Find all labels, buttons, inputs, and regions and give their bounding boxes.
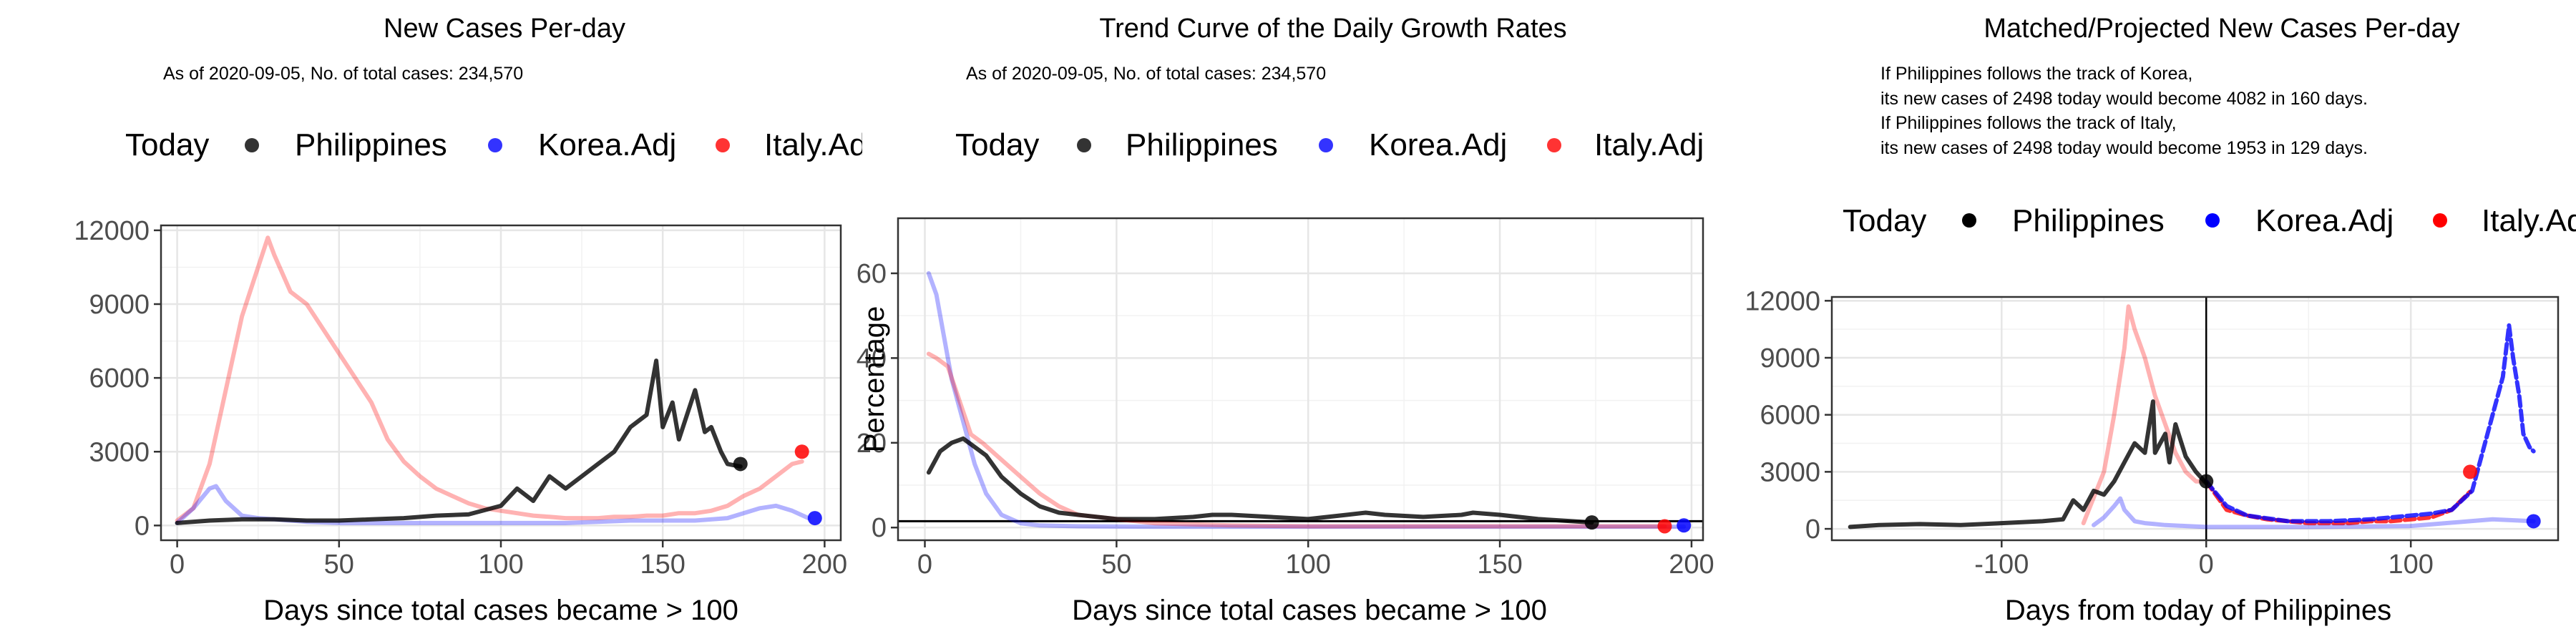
chart1-legend: Today Philippines Korea.Adj Italy.Adj xyxy=(125,127,874,162)
x-tick-label: 50 xyxy=(324,550,354,580)
panel-new-cases: New Cases Per-day As of 2020-09-05, No. … xyxy=(74,14,874,626)
panel-growth-rates: Trend Curve of the Daily Growth Rates As… xyxy=(857,14,1714,626)
legend-label-italy: Italy.Adj xyxy=(1594,127,1704,162)
legend-label-philippines: Philippines xyxy=(295,127,447,162)
chart3-axes: -100 0 100 0 3000 6000 9000 12000 xyxy=(1745,286,2434,580)
chart3-plot-bg xyxy=(1832,297,2558,540)
y-tick-label: 6000 xyxy=(89,364,150,394)
today-point-italy-adj xyxy=(2463,464,2478,479)
chart1-xlabel: Days since total cases became > 100 xyxy=(263,595,738,626)
legend-key-italy xyxy=(1547,138,1561,152)
today-point-philippines xyxy=(733,457,748,472)
chart2-plot-bg xyxy=(898,218,1703,540)
x-tick-label: 150 xyxy=(640,550,685,580)
legend-label-philippines: Philippines xyxy=(1126,127,1278,162)
annotation-line: If Philippines follows the track of Kore… xyxy=(1880,64,2192,84)
legend-key-italy xyxy=(2433,213,2447,228)
legend-label-italy: Italy.Adj xyxy=(764,127,874,162)
chart2-series xyxy=(898,271,1703,534)
chart2-subtitle: As of 2020-09-05, No. of total cases: 23… xyxy=(966,64,1326,84)
y-tick-label: 9000 xyxy=(1760,343,1820,374)
y-tick-label: 9000 xyxy=(89,290,150,320)
legend-title: Today xyxy=(1843,203,1926,238)
today-point-korea-adj xyxy=(807,511,822,526)
annotation-line: its new cases of 2498 today would become… xyxy=(1880,89,2368,109)
legend-key-korea xyxy=(1319,138,1333,152)
today-point-italy-adj xyxy=(1657,519,1672,534)
today-point-philippines xyxy=(2199,474,2214,489)
annotation-line: its new cases of 2498 today would become… xyxy=(1880,138,2368,158)
y-tick-label: 3000 xyxy=(1760,457,1820,487)
legend-label-italy: Italy.Adj xyxy=(2482,203,2576,238)
today-point-italy-adj xyxy=(794,444,809,459)
chart3-xlabel: Days from today of Philippines xyxy=(2005,595,2391,626)
chart3-title: Matched/Projected New Cases Per-day xyxy=(1984,14,2459,44)
legend-key-philippines xyxy=(1077,138,1091,152)
legend-key-italy xyxy=(716,138,730,152)
y-tick-label: 40 xyxy=(857,343,887,374)
series-line-korea-adj xyxy=(175,484,811,525)
x-tick-label: 50 xyxy=(1101,550,1131,580)
x-tick-label: 200 xyxy=(1669,550,1714,580)
chart2-grid xyxy=(898,218,1703,540)
y-tick-label: 20 xyxy=(857,429,887,459)
legend-label-korea: Korea.Adj xyxy=(538,127,676,162)
series-line-korea-adj xyxy=(2092,496,2536,530)
legend-label-korea: Korea.Adj xyxy=(2255,203,2394,238)
chart2-title: Trend Curve of the Daily Growth Rates xyxy=(1099,14,1566,44)
chart3-series xyxy=(1848,297,2541,540)
x-tick-label: 100 xyxy=(478,550,523,580)
y-tick-label: 60 xyxy=(857,259,887,289)
series-line-philippines xyxy=(926,436,1594,525)
x-tick-label: 0 xyxy=(2199,550,2214,580)
y-tick-label: 12000 xyxy=(74,216,150,246)
chart1-series xyxy=(175,235,822,526)
y-tick-label: 3000 xyxy=(89,437,150,467)
chart2-ylabel: Percentage xyxy=(859,306,890,453)
y-tick-label: 0 xyxy=(1805,514,1820,545)
today-point-philippines xyxy=(1584,515,1599,530)
series-line-korea-adj xyxy=(2204,323,2536,524)
y-tick-label: 12000 xyxy=(1745,286,1820,316)
chart3-frame xyxy=(1830,296,2560,542)
chart1-axes: 0 50 100 150 200 0 3000 6000 9000 12000 xyxy=(74,216,847,580)
chart1-grid xyxy=(161,225,841,540)
x-tick-label: -100 xyxy=(1974,550,2029,580)
x-tick-label: 150 xyxy=(1477,550,1522,580)
y-tick-label: 0 xyxy=(135,511,150,541)
legend-key-philippines xyxy=(245,138,259,152)
chart2-frame xyxy=(897,217,1704,542)
annotation-line: If Philippines follows the track of Ital… xyxy=(1880,113,2177,133)
legend-key-korea xyxy=(488,138,502,152)
x-tick-label: 100 xyxy=(2388,550,2433,580)
legend-title: Today xyxy=(125,127,209,162)
today-point-korea-adj xyxy=(1677,518,1692,533)
series-line-korea-adj xyxy=(926,271,1687,530)
legend-key-philippines xyxy=(1962,213,1976,228)
chart1-title: New Cases Per-day xyxy=(384,14,625,44)
chart2-xlabel: Days since total cases became > 100 xyxy=(1072,595,1547,626)
today-point-korea-adj xyxy=(2526,514,2541,529)
legend-title: Today xyxy=(955,127,1039,162)
chart2-axes: 0 50 100 150 200 0 20 40 60 xyxy=(857,259,1714,580)
legend-label-korea: Korea.Adj xyxy=(1369,127,1507,162)
chart2-legend: Today Philippines Korea.Adj Italy.Adj xyxy=(955,127,1704,162)
series-line-philippines xyxy=(175,358,743,525)
series-line-philippines xyxy=(1848,399,2209,530)
y-tick-label: 6000 xyxy=(1760,401,1820,431)
chart3-legend: Today Philippines Korea.Adj Italy.Adj xyxy=(1843,203,2576,238)
chart1-subtitle: As of 2020-09-05, No. of total cases: 23… xyxy=(163,64,523,84)
series-line-italy-adj xyxy=(2081,304,2209,526)
chart3-annotation: If Philippines follows the track of Kore… xyxy=(1880,64,2368,158)
x-tick-label: 0 xyxy=(917,550,932,580)
x-tick-label: 0 xyxy=(170,550,185,580)
legend-key-korea xyxy=(2205,213,2220,228)
x-tick-label: 100 xyxy=(1286,550,1331,580)
legend-label-philippines: Philippines xyxy=(2012,203,2165,238)
x-tick-label: 200 xyxy=(802,550,847,580)
series-line-italy-adj xyxy=(926,351,1667,529)
panel-projected: Matched/Projected New Cases Per-day If P… xyxy=(1745,14,2576,626)
y-tick-label: 0 xyxy=(872,513,887,543)
